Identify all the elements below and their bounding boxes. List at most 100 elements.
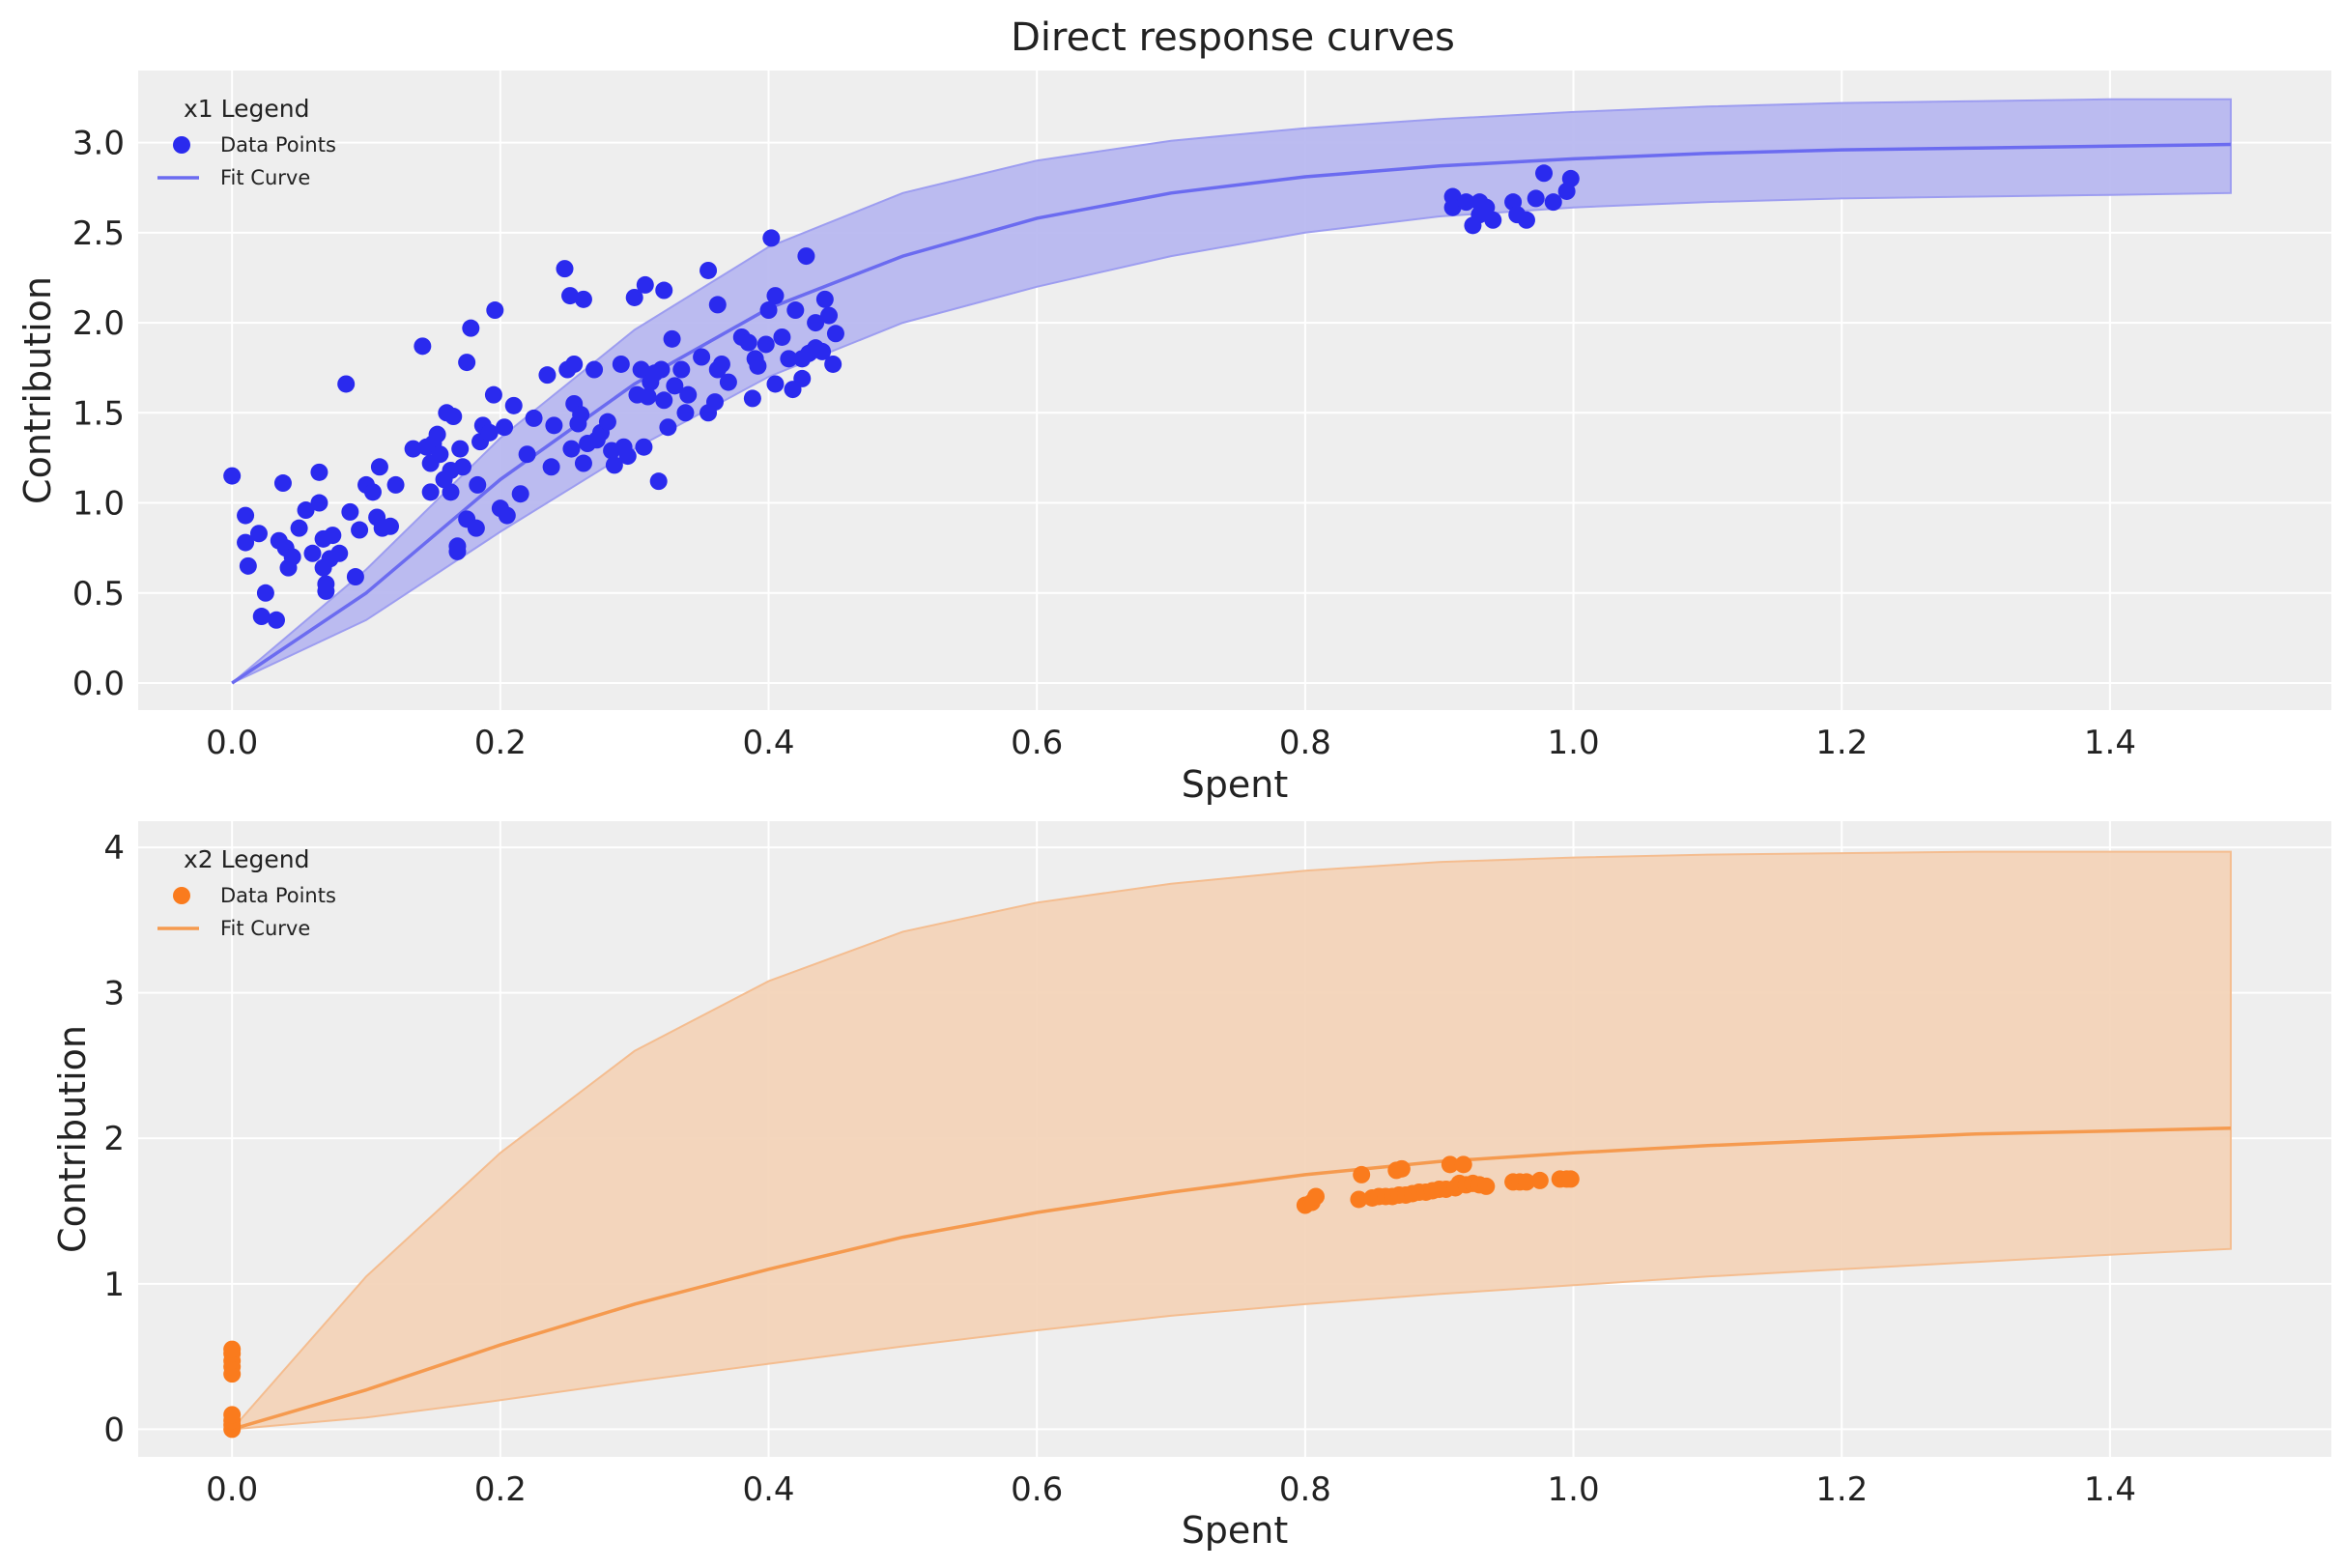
fit-curve: [231, 142, 2231, 685]
data-point: [814, 342, 832, 360]
data-point: [743, 389, 761, 408]
legend-title: x2 Legend: [184, 845, 309, 873]
data-point: [518, 445, 536, 464]
data-point: [458, 354, 476, 372]
data-point: [1561, 1170, 1580, 1188]
data-point: [414, 337, 432, 356]
y-tick-label: 0.5: [72, 575, 125, 613]
data-point: [562, 440, 581, 458]
data-point: [1517, 1173, 1535, 1191]
data-point: [556, 260, 574, 278]
y-tick-label: 3: [103, 975, 125, 1013]
x-tick-label: 0.8: [1279, 724, 1331, 762]
chart-panel-x2: 0.0 0.2 0.4 0.6 0.8 1.0 1.2 1.4 0 1 2 3 4 Spent Contri…: [51, 821, 2331, 1552]
data-point: [708, 296, 727, 314]
data-point: [268, 611, 286, 629]
data-point: [824, 355, 842, 373]
data-point: [612, 355, 630, 373]
data-point: [759, 301, 778, 320]
data-point: [525, 409, 543, 427]
y-axis-label: Contribution: [16, 276, 59, 504]
x-tick-label: 0.0: [206, 1470, 258, 1509]
y-tick-label: 3.0: [72, 125, 125, 163]
legend-marker-points: [173, 136, 190, 154]
data-point: [719, 373, 737, 391]
data-point: [404, 440, 422, 458]
legend-title: x1 Legend: [184, 95, 309, 123]
data-point: [1530, 1171, 1549, 1189]
data-point: [786, 301, 805, 320]
x-tick-label: 0.6: [1011, 1470, 1063, 1509]
data-point: [659, 418, 677, 437]
data-point: [303, 544, 322, 562]
data-point: [256, 584, 274, 602]
data-point: [480, 423, 499, 442]
x-tick-label: 0.4: [742, 1470, 794, 1509]
x-axis-label: Spent: [1182, 763, 1289, 806]
legend: x1 Legend Data Points Fit Curve: [157, 95, 336, 189]
data-point: [317, 582, 335, 600]
data-point: [655, 281, 673, 299]
data-point: [363, 483, 382, 501]
data-point: [807, 314, 825, 332]
data-point: [1517, 211, 1535, 229]
x-tick-label: 1.4: [2084, 1470, 2136, 1509]
figure-title: Direct response curves: [1011, 15, 1455, 60]
data-point: [625, 288, 643, 306]
data-point: [469, 475, 487, 494]
data-point: [1527, 189, 1545, 208]
x-tick-label: 1.2: [1815, 1470, 1868, 1509]
x-tick-label: 0.6: [1011, 724, 1063, 762]
data-point: [297, 501, 315, 520]
data-point: [1350, 1190, 1368, 1209]
data-point: [290, 519, 308, 537]
data-point: [462, 319, 480, 337]
data-point: [1535, 164, 1554, 183]
data-point: [496, 418, 514, 437]
data-point: [655, 391, 673, 410]
data-point: [1561, 169, 1580, 187]
data-point: [676, 404, 695, 422]
y-tick-label: 1.0: [72, 485, 125, 524]
data-point: [453, 458, 471, 476]
data-point: [370, 458, 388, 476]
data-point: [273, 474, 292, 493]
data-point: [330, 544, 349, 562]
data-point: [545, 416, 563, 435]
data-point: [428, 425, 446, 443]
data-point: [632, 360, 650, 379]
data-point: [618, 447, 637, 466]
data-point: [826, 325, 844, 343]
data-point: [699, 261, 718, 279]
data-point: [341, 502, 359, 521]
data-point: [1457, 193, 1475, 212]
data-point: [223, 1340, 242, 1358]
data-point: [442, 483, 460, 501]
x-tick-label: 0.2: [474, 724, 527, 762]
data-point: [666, 377, 684, 395]
y-tick-label: 2.0: [72, 304, 125, 343]
data-point: [484, 385, 502, 404]
data-point: [223, 1406, 242, 1424]
confidence-band: [229, 850, 2232, 1431]
x-tick-label: 1.4: [2084, 724, 2136, 762]
data-point: [663, 329, 681, 348]
data-point: [451, 440, 470, 458]
data-point: [635, 438, 653, 456]
x-tick-label: 1.0: [1548, 724, 1600, 762]
x-tick-label: 0.0: [206, 724, 258, 762]
x-axis-label: Spent: [1182, 1509, 1289, 1552]
data-point: [511, 485, 529, 503]
x-tick-label: 1.0: [1548, 1470, 1600, 1509]
data-point: [237, 506, 255, 525]
data-point: [706, 393, 725, 412]
data-point: [1454, 1155, 1472, 1174]
y-tick-label: 2.5: [72, 214, 125, 253]
data-point: [598, 413, 616, 431]
data-point: [574, 290, 592, 308]
y-axis-label: Contribution: [51, 1025, 94, 1253]
data-point: [780, 350, 798, 368]
data-point: [310, 494, 328, 512]
data-point: [223, 467, 242, 485]
data-point: [386, 475, 405, 494]
